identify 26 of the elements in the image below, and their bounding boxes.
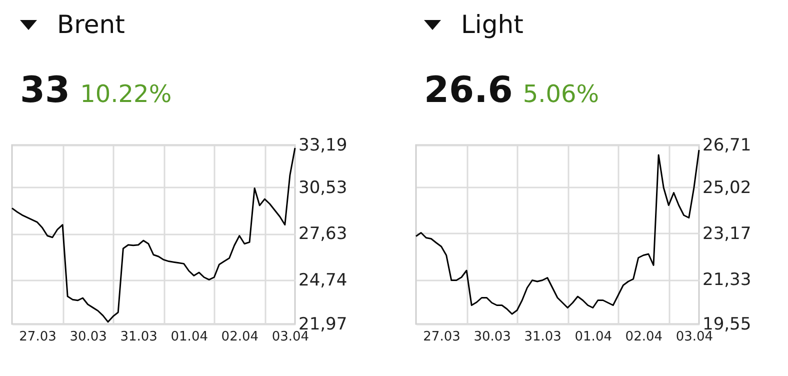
x-tick-label: 01.04 <box>170 330 208 344</box>
chart-title: Brent <box>57 10 125 39</box>
chart-subtitle: 26.6 <box>424 70 513 111</box>
text: 5.06% <box>522 80 600 108</box>
x-tick-label: 30.03 <box>474 330 511 344</box>
line-series <box>11 147 296 323</box>
y-tick-label: 21,33 <box>702 270 752 290</box>
text: 10.22% <box>80 80 172 108</box>
x-tick-label: 30.03 <box>70 330 107 344</box>
y-tick-label: 33,19 <box>298 136 348 156</box>
y-tick-label: 26,71 <box>702 136 752 156</box>
y-tick-label: 23,17 <box>702 224 752 244</box>
x-tick-label: 01.04 <box>574 330 612 344</box>
chart-title: Light <box>461 10 524 39</box>
x-tick-label: 02.04 <box>221 330 259 344</box>
y-tick-label: 27,63 <box>298 224 348 244</box>
y-tick-label: 25,02 <box>702 178 752 198</box>
y-tick-label: 30,53 <box>298 178 348 198</box>
x-tick-label: 31.03 <box>524 330 562 344</box>
x-tick-label: 27.03 <box>19 330 56 344</box>
line-series <box>415 149 700 315</box>
y-tick-label: 24,74 <box>298 270 348 290</box>
x-tick-label: 31.03 <box>120 330 158 344</box>
x-tick-label: 02.04 <box>625 330 663 344</box>
x-tick-label: 27.03 <box>423 330 460 344</box>
chart-subtitle: 33 <box>20 70 70 111</box>
